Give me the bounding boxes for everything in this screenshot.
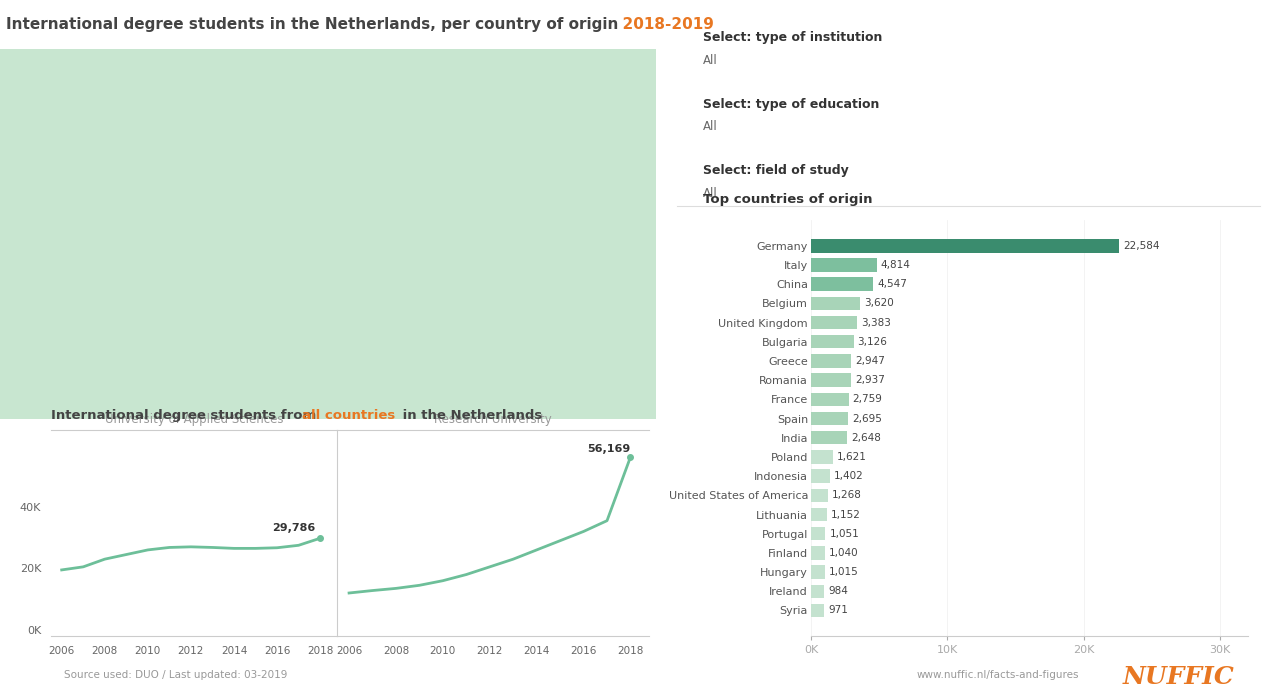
- Bar: [811, 296, 861, 310]
- Text: 2,648: 2,648: [852, 433, 881, 442]
- Bar: [811, 507, 826, 521]
- Text: all countries: all countries: [302, 409, 395, 422]
- Text: NUFFIC: NUFFIC: [1123, 665, 1235, 689]
- Text: International degree students in the Netherlands, per country of origin: International degree students in the Net…: [6, 17, 619, 32]
- Text: 3,383: 3,383: [861, 317, 891, 328]
- Text: 2,937: 2,937: [855, 375, 885, 385]
- Text: 1,621: 1,621: [838, 452, 867, 462]
- Text: All: All: [703, 54, 718, 67]
- Text: All: All: [703, 120, 718, 134]
- Bar: [811, 259, 877, 272]
- Bar: [811, 412, 848, 425]
- Bar: [811, 354, 852, 368]
- Text: All: All: [703, 187, 718, 200]
- Text: Select: field of study: Select: field of study: [703, 164, 848, 178]
- Text: 1,402: 1,402: [834, 471, 864, 481]
- Text: 4,814: 4,814: [881, 260, 910, 270]
- Text: 4,547: 4,547: [877, 279, 906, 289]
- Text: 984: 984: [829, 586, 848, 596]
- Text: 971: 971: [829, 605, 848, 615]
- Text: 22,584: 22,584: [1123, 241, 1160, 251]
- Text: Research University: Research University: [434, 413, 552, 426]
- Bar: [811, 470, 830, 483]
- Text: 56,169: 56,169: [587, 445, 630, 454]
- Text: 1,040: 1,040: [829, 548, 859, 558]
- Text: 29,786: 29,786: [272, 523, 316, 533]
- Bar: [811, 431, 847, 445]
- Bar: [811, 584, 825, 598]
- Bar: [811, 450, 833, 463]
- Text: in the Netherlands: in the Netherlands: [398, 409, 542, 422]
- Bar: [811, 565, 825, 579]
- Bar: [811, 316, 857, 329]
- Bar: [811, 604, 824, 617]
- Text: 2018-2019: 2018-2019: [612, 17, 714, 32]
- Text: Top countries of origin: Top countries of origin: [703, 193, 872, 206]
- Bar: [811, 527, 825, 540]
- Text: 2,695: 2,695: [852, 414, 882, 424]
- Text: Select: type of institution: Select: type of institution: [703, 31, 882, 45]
- Bar: [811, 489, 829, 502]
- Text: Select: type of education: Select: type of education: [703, 98, 880, 111]
- Bar: [811, 278, 873, 291]
- Bar: [811, 239, 1119, 252]
- Bar: [811, 546, 825, 560]
- Bar: [811, 373, 850, 387]
- Text: 2,759: 2,759: [853, 394, 882, 404]
- Text: 👑: 👑: [24, 665, 33, 680]
- Text: 1,015: 1,015: [829, 567, 858, 577]
- Text: 3,126: 3,126: [858, 337, 887, 347]
- Text: www.nuffic.nl/facts-and-figures: www.nuffic.nl/facts-and-figures: [917, 670, 1080, 679]
- Text: 3,620: 3,620: [864, 298, 894, 308]
- Text: 1,268: 1,268: [833, 490, 862, 500]
- Text: University of Applied Sciences: University of Applied Sciences: [104, 413, 284, 426]
- Text: 1,152: 1,152: [831, 510, 861, 519]
- Text: 2,947: 2,947: [855, 356, 885, 366]
- Text: 1,051: 1,051: [829, 528, 859, 539]
- Text: Source used: DUO / Last updated: 03-2019: Source used: DUO / Last updated: 03-2019: [64, 670, 286, 679]
- Text: International degree students from: International degree students from: [51, 409, 321, 422]
- Bar: [811, 393, 849, 406]
- Bar: [811, 335, 854, 349]
